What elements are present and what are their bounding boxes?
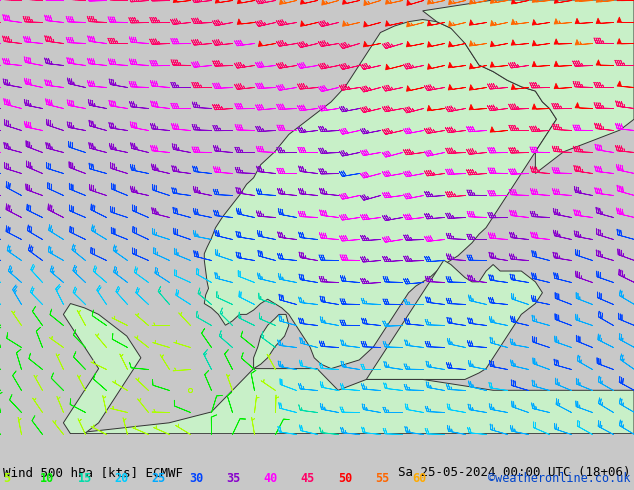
Text: 5: 5 bbox=[3, 472, 10, 485]
Text: 60: 60 bbox=[412, 472, 426, 485]
Text: Sa 25-05-2024 00:00 UTC (18+06): Sa 25-05-2024 00:00 UTC (18+06) bbox=[398, 466, 631, 479]
Text: 10: 10 bbox=[41, 472, 55, 485]
Text: 50: 50 bbox=[338, 472, 352, 485]
Text: 55: 55 bbox=[375, 472, 389, 485]
Text: 40: 40 bbox=[263, 472, 278, 485]
Text: 30: 30 bbox=[189, 472, 204, 485]
Polygon shape bbox=[254, 315, 289, 368]
Polygon shape bbox=[63, 304, 141, 434]
Text: 15: 15 bbox=[77, 472, 92, 485]
Text: Wind 500 hPa [kts] ECMWF: Wind 500 hPa [kts] ECMWF bbox=[3, 466, 183, 479]
Polygon shape bbox=[204, 20, 557, 368]
Text: 35: 35 bbox=[226, 472, 240, 485]
Text: 20: 20 bbox=[115, 472, 129, 485]
Polygon shape bbox=[423, 0, 634, 173]
Text: 45: 45 bbox=[301, 472, 315, 485]
Text: 25: 25 bbox=[152, 472, 166, 485]
Polygon shape bbox=[366, 260, 543, 379]
Polygon shape bbox=[70, 368, 634, 434]
Text: ©weatheronline.co.uk: ©weatheronline.co.uk bbox=[488, 472, 631, 485]
